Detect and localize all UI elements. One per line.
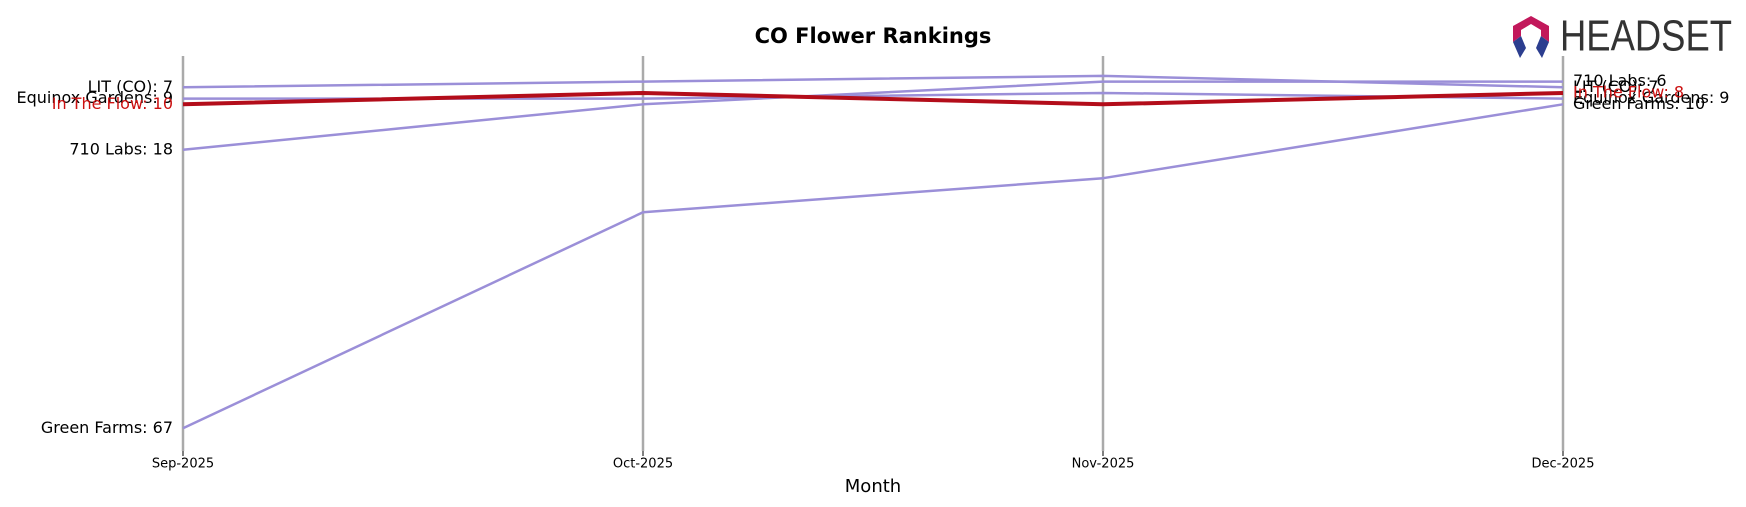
value-label: Equinox Gardens: 9 [17, 88, 173, 107]
rank-line [182, 103, 1564, 430]
x-tick-label: Oct-2025 [613, 457, 673, 472]
x-tick-label: Sep-2025 [152, 457, 214, 472]
rank-line [182, 80, 1563, 152]
rank-line [182, 90, 1564, 107]
value-label: In The Flow: 8 [1573, 82, 1684, 101]
chart-title: CO Flower Rankings [755, 24, 992, 48]
logo-text: HEADSET [1560, 12, 1732, 61]
logo: HEADSET [1513, 12, 1732, 61]
logo-mark [1513, 36, 1526, 58]
value-label: Equinox Gardens: 9 [1573, 88, 1729, 107]
logo-mark [1536, 36, 1549, 58]
x-tick-label: Dec-2025 [1532, 457, 1595, 472]
value-label: 710 Labs: 18 [69, 139, 173, 158]
value-label: Green Farms: 67 [41, 418, 173, 437]
value-label: In The Flow: 10 [52, 94, 173, 113]
x-axis-label: Month [845, 476, 901, 497]
value-label: LIT (CO): 7 [88, 77, 173, 96]
value-label: Green Farms: 10 [1573, 94, 1705, 113]
value-label: LIT (CO): 7 [1573, 77, 1658, 96]
logo-mark [1513, 16, 1549, 42]
x-tick-label: Nov-2025 [1072, 457, 1135, 472]
value-label: 710 Labs: 6 [1573, 71, 1667, 90]
